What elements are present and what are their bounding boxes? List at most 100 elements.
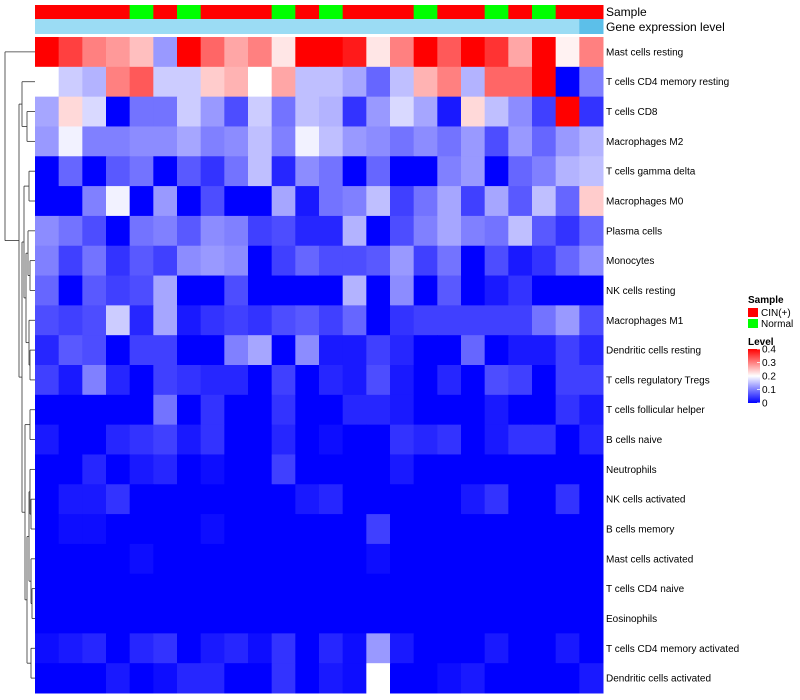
heatmap-cell [532,365,557,396]
heatmap-cell [200,126,225,157]
heatmap-cell [35,514,60,545]
heatmap-cell [129,66,154,98]
heatmap-cell [58,245,83,277]
heatmap-cell [461,126,486,157]
heatmap-cell [319,663,344,694]
level-tick-label: 0.1 [762,385,776,396]
heatmap-cell [177,245,202,277]
heatmap-cell [248,96,273,127]
heatmap-cell [224,365,249,396]
heatmap-cell [579,633,604,664]
heatmap-cell [271,573,296,605]
heatmap-cell [248,275,273,306]
heatmap-cell [129,335,154,366]
heatmap-cell [366,126,391,157]
heatmap-cell [58,275,83,306]
heatmap-cell [366,663,391,694]
heatmap-cell [532,543,557,575]
sample-track-label: Sample [606,5,647,19]
heatmap-cell [342,424,367,455]
row-label: T cells CD4 naive [606,584,685,595]
heatmap-cell [484,603,509,634]
heatmap-cell [58,96,83,127]
heatmap-cell [35,126,60,157]
heatmap-cell [200,37,225,68]
heatmap-cell [366,275,391,306]
heatmap-cell [106,37,131,68]
heatmap-cell [461,394,486,426]
expression-annotation-cell [342,19,367,34]
heatmap-cell [271,156,296,187]
row-label: Plasma cells [606,226,662,237]
heatmap-cell [366,424,391,455]
heatmap-cell [129,663,154,694]
heatmap-cell [295,663,320,694]
sample-legend-label: CIN(+) [761,308,791,319]
expression-annotation-cell [177,19,202,34]
heatmap-cell [555,514,580,545]
heatmap-cell [271,365,296,396]
heatmap-cell [437,96,462,127]
heatmap-cell [461,454,486,485]
row-label: T cells CD4 memory resting [606,77,729,88]
expression-annotation-cell [200,19,225,34]
row-label: NK cells resting [606,286,675,297]
heatmap-cell [35,633,60,664]
heatmap-cell [224,96,249,127]
heatmap-cell [319,186,344,217]
heatmap-cell [484,66,509,98]
row-label: T cells CD4 memory activated [606,644,739,655]
heatmap-cell [248,156,273,187]
heatmap-cell [555,543,580,575]
sample-annotation-cell [200,5,225,19]
heatmap-cell [532,484,557,515]
heatmap-cell [295,96,320,127]
heatmap-cell [295,543,320,575]
heatmap-cell [319,96,344,127]
row-label: Dendritic cells activated [606,674,711,685]
heatmap-cell [200,96,225,127]
heatmap-cell [342,603,367,634]
heatmap-cell [106,365,131,396]
heatmap-cell [224,424,249,455]
heatmap-cell [437,543,462,575]
heatmap-cell [366,454,391,485]
heatmap-cell [319,275,344,306]
heatmap-cell [106,484,131,515]
heatmap-cell [319,156,344,187]
heatmap-cell [153,305,178,336]
heatmap-cell [366,543,391,575]
heatmap-cell [129,603,154,634]
heatmap-cell [413,543,438,575]
level-legend-title: Level [748,337,774,348]
row-label: B cells memory [606,525,674,536]
heatmap-cell [177,514,202,545]
heatmap-cell [508,335,533,366]
heatmap-cell [461,305,486,336]
heatmap-cell [390,454,415,485]
heatmap-cell [366,365,391,396]
level-tick-label: 0.4 [762,345,776,356]
heatmap-cell [200,245,225,277]
heatmap-cell [271,514,296,545]
heatmap-cell [390,424,415,455]
row-label: T cells regulatory Tregs [606,375,710,386]
heatmap-cell [106,126,131,157]
heatmap-cell [177,186,202,217]
heatmap-cell [579,96,604,127]
heatmap-cell [461,424,486,455]
heatmap-cell [106,245,131,277]
heatmap-cell [153,365,178,396]
heatmap-cell [484,305,509,336]
heatmap-cell [390,484,415,515]
heatmap-cell [579,66,604,98]
heatmap-cell [82,305,107,336]
heatmap-cell [106,514,131,545]
heatmap-cell [58,37,83,68]
heatmap-cell [390,275,415,306]
sample-annotation-cell [153,5,178,19]
heatmap-cell [437,484,462,515]
row-label: Monocytes [606,256,654,267]
heatmap-cell [437,335,462,366]
heatmap-cell [248,365,273,396]
